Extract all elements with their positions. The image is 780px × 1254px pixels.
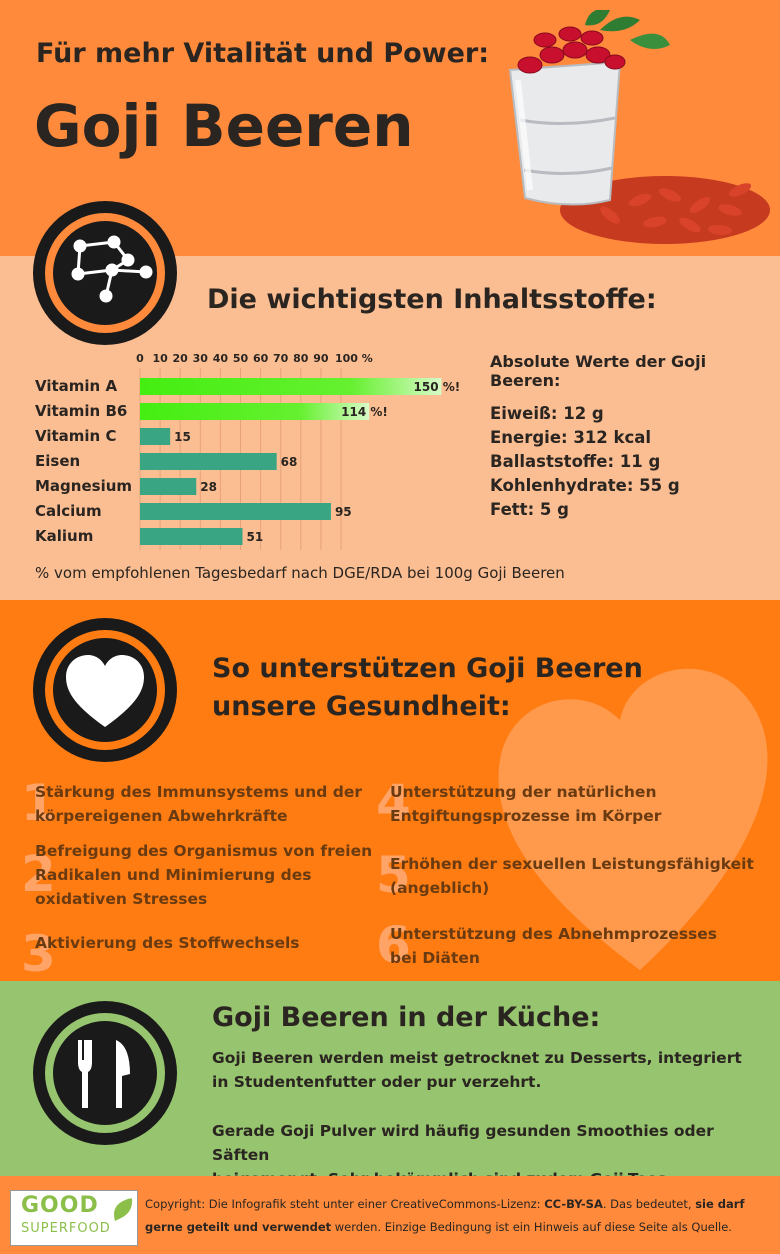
kitchen-line: in Studentenfutter oder pur verzehrt. — [212, 1073, 542, 1091]
benefit-line: Aktivierung des Stoffwechsels — [35, 934, 300, 952]
benefit-item-4: 4 Unterstützung der natürlichen Entgiftu… — [376, 778, 662, 828]
logo-superfood-text: SUPERFOOD — [21, 1221, 111, 1236]
chart-bar — [140, 528, 243, 545]
health-heading-line1: So unterstützen Goji Beeren — [212, 653, 643, 684]
benefit-item-2: 2 Befreigung des Organismus von freien R… — [21, 839, 373, 911]
chart-bar — [140, 478, 197, 495]
chart-tick-label: 40 — [213, 352, 229, 365]
absolute-value-item: Kohlenhydrate: 55 g — [490, 476, 680, 495]
copyright-notice: Copyright: Die Infografik steht unter ei… — [145, 1193, 775, 1239]
leaf-icon — [114, 1198, 133, 1221]
benefit-item-1: 1 Stärkung des Immunsystems und der körp… — [21, 778, 362, 828]
chart-tick-label: 50 — [233, 352, 249, 365]
good-superfood-logo[interactable]: GOOD SUPERFOOD — [10, 1190, 138, 1246]
copyright-text: Copyright: Die Infografik steht unter ei… — [145, 1197, 545, 1211]
copyright-text: werden. Einzige Bedingung ist ein Hinwei… — [331, 1220, 732, 1234]
chart-value-label: 150 %! — [414, 380, 461, 394]
chart-category-label: Vitamin B6 — [35, 402, 127, 420]
chart-category-label: Calcium — [35, 502, 102, 520]
page-subtitle: Für mehr Vitalität und Power: — [36, 38, 490, 69]
benefit-line: Entgiftungsprozesse im Körper — [390, 807, 662, 825]
benefit-item-6: 6 Unterstützung des Abnehmprozesses bei … — [376, 920, 718, 970]
absolute-value-item: Ballaststoffe: 11 g — [490, 452, 661, 471]
goji-bucket-image — [508, 10, 770, 244]
chart-tick-label: 70 — [273, 352, 289, 365]
chart-bar — [140, 378, 442, 395]
kitchen-line: Gerade Goji Pulver wird häufig gesunden … — [212, 1122, 714, 1164]
benefit-item-3: 3 Aktivierung des Stoffwechsels — [21, 929, 300, 979]
copyright-text: . Das bedeutet, — [602, 1197, 696, 1211]
chart-category-label: Kalium — [35, 527, 93, 545]
benefit-number: 3 — [21, 925, 56, 983]
benefit-line: Unterstützung des Abnehmprozesses — [390, 925, 718, 943]
health-heading: So unterstützen Goji Beeren unsere Gesun… — [212, 650, 732, 726]
benefit-line: Unterstützung der natürlichen — [390, 783, 657, 801]
chart-value-label: 28 — [200, 480, 217, 494]
benefit-line: Erhöhen der sexuellen Leistungsfähigkeit — [390, 855, 754, 873]
benefit-item-5: 5 Erhöhen der sexuellen Leistungsfähigke… — [376, 850, 754, 900]
chart-bar — [140, 428, 171, 445]
benefit-line: oxidativen Stresses — [35, 890, 208, 908]
constellation-icon — [33, 201, 177, 345]
chart-bar — [140, 453, 277, 470]
cutlery-icon — [33, 1001, 177, 1145]
chart-category-label: Vitamin A — [35, 377, 117, 395]
benefit-number: 5 — [376, 846, 411, 904]
chart-value-label: 114 %! — [341, 405, 388, 419]
license-name: CC-BY-SA — [544, 1197, 603, 1211]
benefit-line: Stärkung des Immunsystems und der — [35, 783, 362, 801]
benefit-number: 1 — [21, 774, 56, 832]
chart-tick-label: 100 % — [335, 352, 373, 365]
chart-bar — [140, 503, 331, 520]
chart-value-label: 51 — [247, 530, 264, 544]
absolute-values-list: Eiweiß: 12 g Energie: 312 kcal Ballastst… — [490, 402, 680, 522]
benefit-line: (angeblich) — [390, 879, 490, 897]
nutrients-heading: Die wichtigsten Inhaltsstoffe: — [207, 284, 657, 315]
benefit-number: 6 — [376, 916, 411, 974]
benefit-line: Radikalen und Minimierung des — [35, 866, 312, 884]
chart-tick-label: 30 — [193, 352, 209, 365]
chart-footnote: % vom empfohlenen Tagesbedarf nach DGE/R… — [35, 564, 565, 582]
benefit-number: 2 — [21, 845, 56, 903]
chart-bar — [140, 403, 370, 420]
chart-category-label: Eisen — [35, 452, 80, 470]
absolute-value-item: Energie: 312 kcal — [490, 428, 652, 447]
health-heading-line2: unsere Gesundheit: — [212, 691, 511, 722]
nutrient-bar-chart: 0 10 20 30 40 50 60 70 80 90 100 % Vitamin A Vitami… — [35, 352, 461, 550]
benefit-line: Befreigung des Organismus von freien — [35, 842, 373, 860]
logo-good-text: GOOD — [21, 1193, 99, 1218]
kitchen-line: Goji Beeren werden meist getrocknet zu D… — [212, 1049, 742, 1067]
chart-tick-label: 0 — [136, 352, 144, 365]
chart-value-label: 95 — [335, 505, 352, 519]
absolute-values-title: Absolute Werte der Goji Beeren: — [490, 352, 707, 390]
chart-tick-label: 20 — [173, 352, 189, 365]
chart-category-label: Magnesium — [35, 477, 132, 495]
chart-tick-label: 60 — [253, 352, 269, 365]
benefit-line: körpereigenen Abwehrkräfte — [35, 807, 288, 825]
chart-tick-label: 90 — [313, 352, 329, 365]
absolute-value-item: Eiweiß: 12 g — [490, 404, 604, 423]
chart-value-label: 15 — [174, 430, 191, 444]
copyright-emphasis: sie darf gerne geteilt und verwendet — [145, 1197, 745, 1234]
heart-background-shape — [498, 668, 768, 970]
chart-category-label: Vitamin C — [35, 427, 116, 445]
chart-value-label: 68 — [281, 455, 298, 469]
chart-tick-label: 10 — [152, 352, 168, 365]
chart-tick-label: 80 — [293, 352, 309, 365]
heart-icon — [33, 618, 177, 762]
absolute-value-item: Fett: 5 g — [490, 500, 569, 519]
page-title: Goji Beeren — [34, 92, 414, 160]
kitchen-paragraph-1: Goji Beeren werden meist getrocknet zu D… — [212, 1046, 762, 1094]
benefit-line: bei Diäten — [390, 949, 480, 967]
benefit-number: 4 — [376, 774, 411, 832]
kitchen-heading: Goji Beeren in der Küche: — [212, 1002, 601, 1033]
